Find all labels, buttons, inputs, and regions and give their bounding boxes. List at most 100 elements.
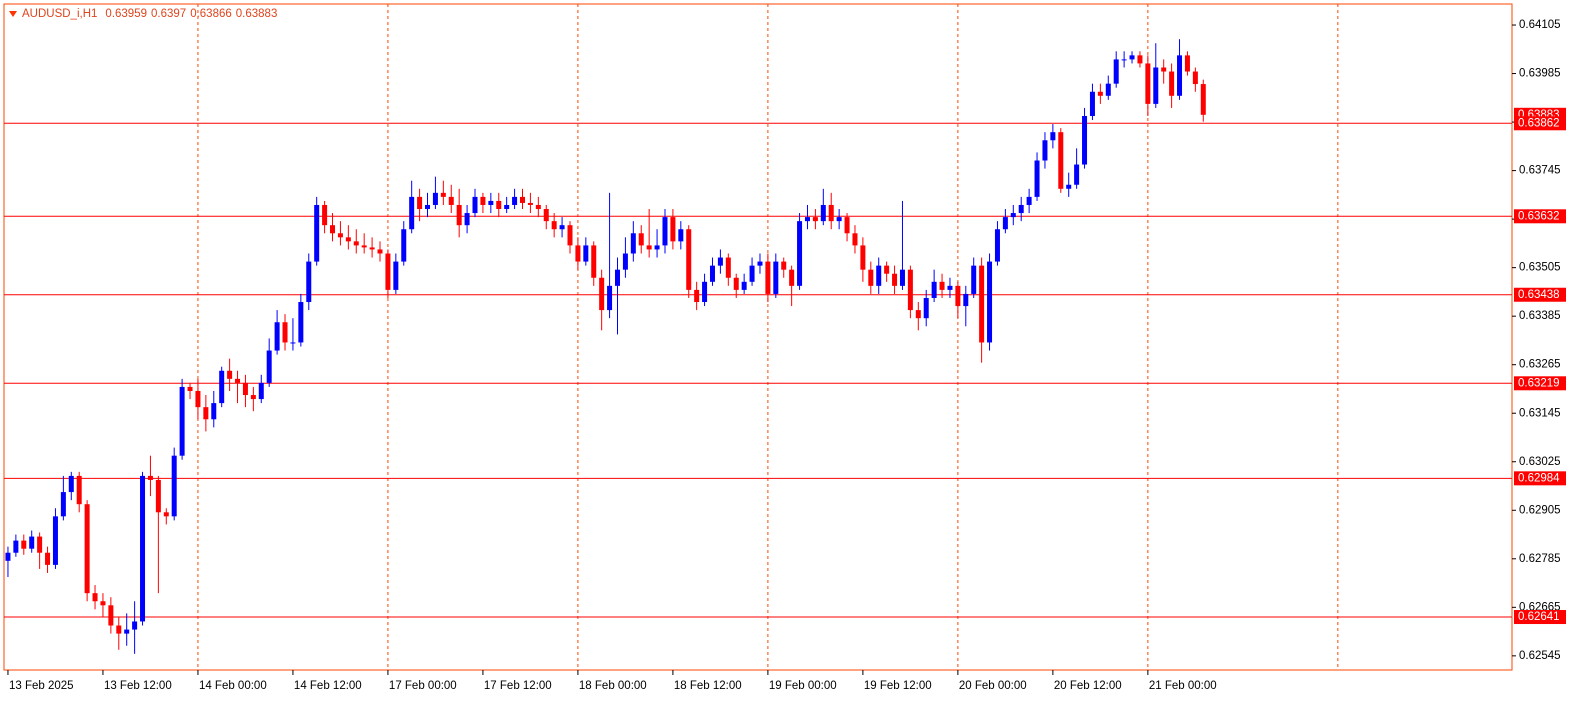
candle-body (662, 217, 668, 246)
candle-body (630, 233, 636, 254)
candle-body (686, 229, 692, 290)
candle-body (282, 322, 288, 343)
candle-body (203, 407, 209, 420)
candle-body (353, 241, 359, 246)
candle-body (211, 403, 217, 420)
candle-body (76, 475, 82, 505)
candle-body (670, 217, 676, 242)
candle-body (401, 229, 407, 262)
candle-body (852, 233, 858, 246)
y-tick-label: 0.63385 (1519, 310, 1561, 322)
candle-body (789, 269, 795, 286)
y-tick-label: 0.62785 (1519, 553, 1561, 565)
candle-body (464, 213, 470, 226)
candle-body (622, 253, 628, 270)
candle-body (108, 605, 114, 626)
candle-body (361, 245, 367, 248)
x-tick-label: 18 Feb 00:00 (579, 680, 647, 692)
y-tick-label: 0.62905 (1519, 504, 1561, 516)
candle-body (907, 269, 913, 311)
y-tick-label: 0.63145 (1519, 407, 1561, 419)
candle-body (1058, 132, 1064, 189)
level-label-box (1514, 287, 1566, 302)
candle-body (765, 261, 771, 294)
candle-body (591, 245, 597, 278)
candle-body (931, 281, 937, 298)
level-label: 0.63438 (1518, 289, 1560, 301)
x-tick-label: 17 Feb 12:00 (484, 680, 552, 692)
candle-body (84, 504, 90, 594)
candle-body (1010, 213, 1016, 218)
candle-body (717, 257, 723, 266)
candle-body (527, 202, 533, 205)
candle-body (979, 265, 985, 343)
candle-body (290, 342, 296, 344)
candle-body (116, 625, 122, 634)
candle-body (876, 265, 882, 286)
level-label-box (1514, 471, 1566, 486)
candle-body (124, 629, 130, 634)
y-tick-label: 0.64105 (1519, 19, 1561, 31)
candle-body (488, 200, 494, 205)
candle-body (804, 217, 810, 222)
candle-body (1161, 67, 1167, 72)
candle-body (13, 540, 19, 553)
candle-body (994, 229, 1000, 262)
candle-body (543, 209, 549, 222)
candle-body (37, 536, 43, 553)
candle-body (812, 217, 818, 222)
plot-frame (3, 3, 1513, 671)
candle-body (1184, 55, 1190, 72)
level-label: 0.62641 (1518, 611, 1560, 623)
candle-body (496, 200, 502, 210)
candle-body (828, 204, 834, 222)
candle-body (219, 370, 225, 404)
candle-body (694, 289, 700, 303)
candle-body (472, 196, 478, 214)
y-tick-label: 0.63985 (1519, 68, 1561, 80)
candle-body (860, 245, 866, 270)
candle-body (1034, 160, 1040, 197)
candle-body (480, 196, 486, 205)
candle-body (132, 621, 138, 630)
candle-body (60, 492, 66, 517)
chart-title: AUDUSD_i,H1 (22, 8, 97, 20)
level-label: 0.63632 (1518, 210, 1560, 222)
x-tick-label: 13 Feb 12:00 (104, 680, 172, 692)
level-label-box (1514, 116, 1566, 131)
x-tick-label: 19 Feb 00:00 (769, 680, 837, 692)
high-price: 0.6397 (151, 8, 186, 20)
candle-body (1066, 184, 1072, 189)
x-tick-label: 20 Feb 00:00 (959, 680, 1027, 692)
candle-body (266, 350, 272, 383)
candle-body (1137, 55, 1143, 64)
candle-body (1074, 164, 1080, 185)
candle-body (702, 281, 708, 303)
candle-body (638, 233, 644, 246)
x-tick-label: 21 Feb 00:00 (1149, 680, 1217, 692)
candle-body (179, 386, 185, 456)
candle-body (52, 516, 58, 565)
x-tick-label: 14 Feb 00:00 (199, 680, 267, 692)
candle-body (607, 285, 613, 311)
x-tick-label: 17 Feb 00:00 (389, 680, 457, 692)
title-arrow (9, 11, 17, 17)
candle-body (29, 536, 35, 549)
level-label: 0.63862 (1518, 117, 1560, 129)
x-tick-label: 13 Feb 2025 (9, 680, 74, 692)
candle-body (242, 382, 248, 396)
candle-body (92, 593, 98, 602)
x-tick-label: 20 Feb 12:00 (1054, 680, 1122, 692)
open-price: 0.63959 (105, 8, 147, 20)
candle-body (417, 196, 423, 210)
candle-body (899, 269, 905, 286)
candle-body (939, 281, 945, 290)
candle-body (749, 265, 755, 282)
candle-body (1113, 59, 1119, 84)
candle-body (1177, 55, 1183, 96)
x-tick-label: 14 Feb 12:00 (294, 680, 362, 692)
candle-body (377, 249, 383, 254)
candle-body (171, 455, 177, 517)
